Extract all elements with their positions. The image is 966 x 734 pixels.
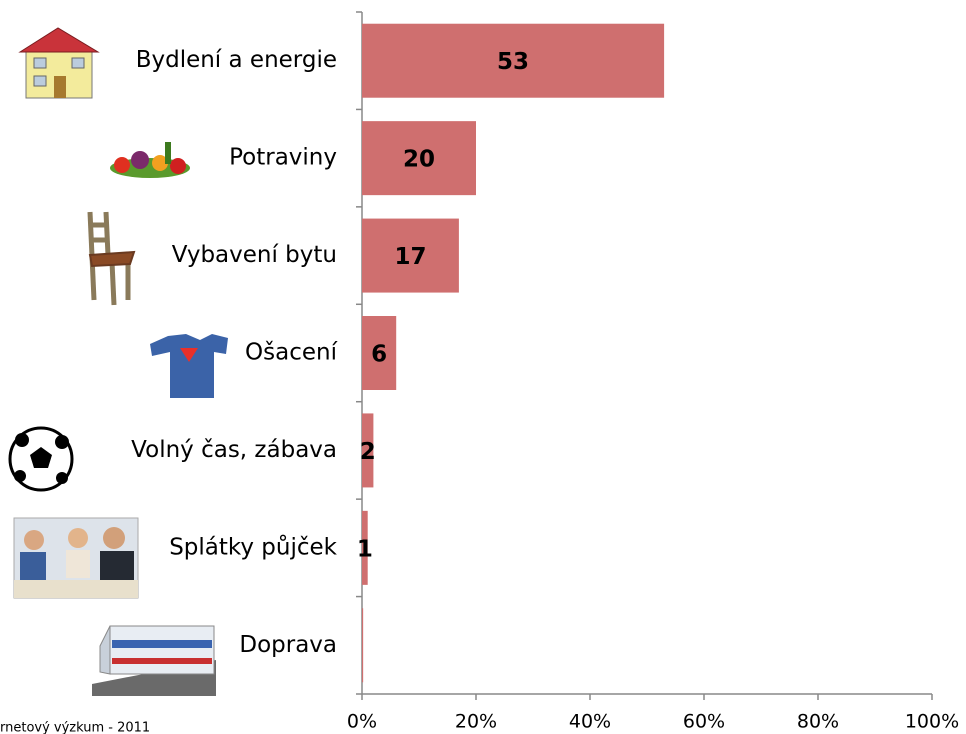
bar	[362, 316, 397, 390]
bar	[362, 413, 374, 488]
icon-train	[92, 625, 216, 696]
category-label: Potraviny	[229, 145, 337, 171]
icon-shirt	[150, 334, 228, 398]
data-label: 2	[360, 439, 376, 465]
category-label: Ošacení	[245, 340, 338, 366]
bar	[362, 218, 459, 293]
x-tick-label: 0%	[347, 711, 377, 733]
x-tick-label: 40%	[569, 711, 611, 733]
category-label: Bydlení a energie	[136, 47, 337, 73]
data-label: 6	[371, 342, 387, 368]
category-label: Volný čas, zábava	[131, 437, 337, 463]
x-tick-label: 80%	[797, 711, 839, 733]
data-label: 17	[394, 244, 426, 270]
x-tick-label: 20%	[455, 711, 497, 733]
x-tick-label: 100%	[905, 711, 959, 733]
category-label: Splátky půjček	[169, 533, 337, 560]
icon-ball	[8, 426, 74, 492]
bar	[362, 121, 476, 196]
source-note: rnetový výzkum - 2011	[0, 721, 150, 734]
category-label: Doprava	[239, 632, 337, 658]
x-tick-label: 60%	[683, 711, 725, 733]
icon-people	[13, 517, 139, 599]
category-label: Vybavení bytu	[172, 242, 337, 268]
icon-house	[18, 27, 100, 99]
icon-vegetables	[110, 142, 190, 178]
data-label: 20	[403, 147, 435, 173]
icon-chair	[87, 211, 136, 306]
data-label: 1	[357, 536, 373, 562]
data-label: 53	[497, 49, 529, 75]
bar	[362, 510, 368, 585]
bar	[362, 23, 665, 98]
bar	[362, 608, 364, 683]
